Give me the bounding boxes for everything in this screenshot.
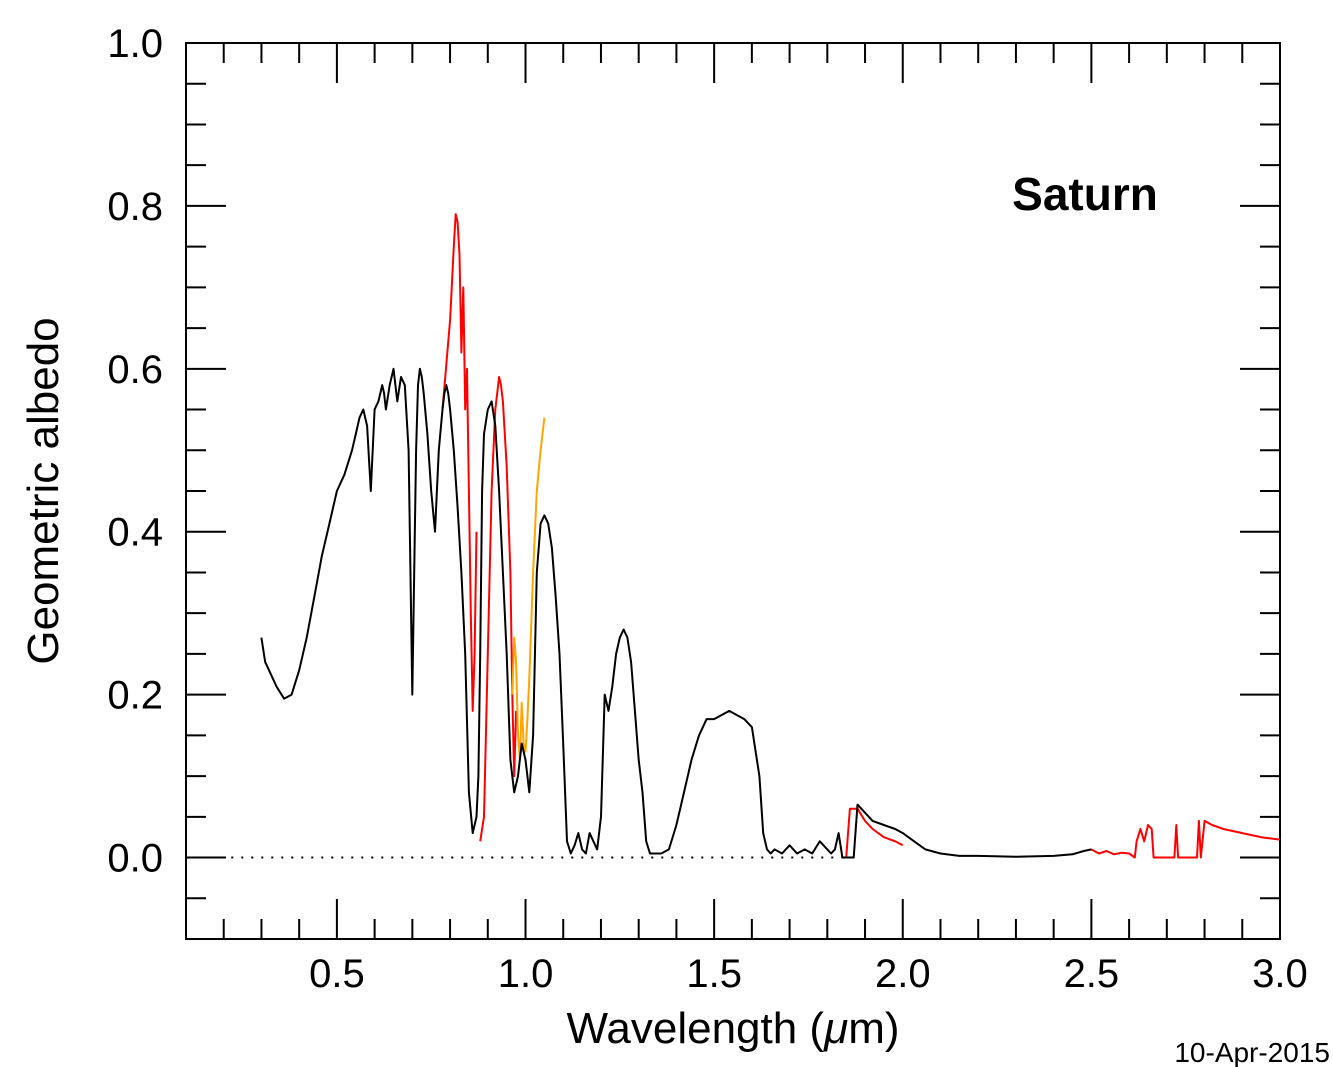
x-tick-label: 2.5 <box>1064 952 1120 996</box>
x-tick-label: 0.5 <box>309 952 365 996</box>
series-line-0 <box>441 213 478 712</box>
y-tick-label: 0.2 <box>107 674 163 718</box>
x-tick-label: 3.0 <box>1252 952 1308 996</box>
series-line-5 <box>260 367 1092 859</box>
date-stamp: 10-Apr-2015 <box>1174 1037 1330 1067</box>
planet-annotation: Saturn <box>1012 168 1158 220</box>
x-tick-label: 2.0 <box>875 952 931 996</box>
y-tick-label: 0.6 <box>107 348 163 392</box>
y-tick-label: 0.4 <box>107 511 163 555</box>
x-axis-title-main: Wavelength ( <box>566 1004 824 1053</box>
x-axis-title-mu: μ <box>823 1004 848 1053</box>
tick-labels: 0.5 1.0 1.5 2.0 2.5 3.0 0.0 0.2 0.4 0.6 0.8 1.0 <box>107 22 1307 996</box>
x-axis-title: Wavelength (μm) <box>566 1004 899 1053</box>
series-line-1 <box>479 376 518 842</box>
axis-ticks <box>186 42 1281 940</box>
series-line-3 <box>845 807 904 858</box>
y-tick-label: 0.8 <box>107 185 163 229</box>
spectrum-series <box>260 213 1281 859</box>
y-tick-label: 0.0 <box>107 837 163 881</box>
x-tick-label: 1.0 <box>498 952 554 996</box>
y-axis-title: Geometric albedo <box>19 317 68 664</box>
y-tick-label: 1.0 <box>107 22 163 66</box>
x-axis-title-end: m) <box>848 1004 899 1053</box>
series-line-2 <box>511 417 546 761</box>
x-tick-label: 1.5 <box>686 952 742 996</box>
series-line-4 <box>1090 819 1281 859</box>
